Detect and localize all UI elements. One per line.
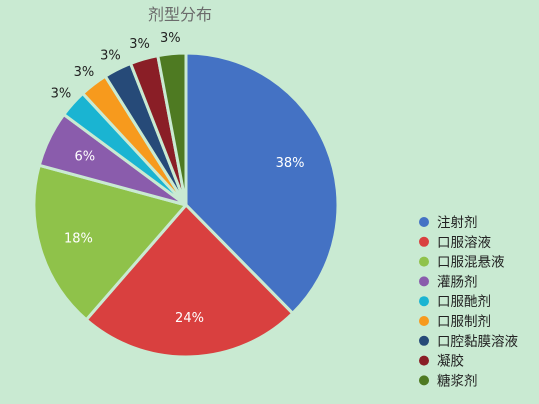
legend-marker-4 bbox=[419, 276, 429, 287]
legend-label-2: 口服溶液 bbox=[437, 235, 491, 251]
legend-marker-2 bbox=[419, 236, 429, 247]
legend-marker-5 bbox=[419, 296, 429, 307]
legend-label-1: 注射剂 bbox=[437, 215, 478, 231]
legend-marker-1 bbox=[419, 217, 429, 227]
legend-label-9: 糖浆剂 bbox=[437, 373, 478, 389]
data-label-9: 3% bbox=[160, 31, 181, 46]
legend-marker-7 bbox=[419, 335, 429, 346]
chart-title: 剂型分布 bbox=[148, 5, 212, 24]
pie-slices bbox=[32, 51, 340, 359]
data-labels: 38%24%18%6%3%3%3%3% 3% bbox=[51, 31, 305, 326]
data-label-4: 6% bbox=[74, 150, 95, 165]
data-label-2: 24% bbox=[175, 311, 204, 326]
data-label-3: 18% bbox=[64, 231, 93, 246]
legend-marker-8 bbox=[419, 355, 429, 366]
legend-label-6: 口服制剂 bbox=[437, 314, 491, 330]
pie-slice-2 bbox=[84, 203, 295, 359]
pie-slice-3 bbox=[32, 163, 188, 322]
data-label-7: 3% bbox=[100, 49, 121, 64]
legend-marker-9 bbox=[419, 375, 429, 386]
pie-slice-1 bbox=[184, 51, 340, 315]
legend-label-3: 口服混悬液 bbox=[437, 255, 505, 271]
data-label-8: 3% bbox=[129, 37, 150, 52]
legend-label-5: 口服酏剂 bbox=[437, 294, 491, 310]
legend-label-8: 凝胶 bbox=[437, 353, 464, 370]
legend-label-4: 灌肠剂 bbox=[437, 274, 478, 290]
data-label-5: 3% bbox=[51, 86, 72, 101]
legend-marker-3 bbox=[419, 256, 429, 267]
pie-slice-9 bbox=[156, 51, 188, 207]
legend-label-7: 口腔黏膜溶液 bbox=[437, 334, 518, 350]
legend-marker-6 bbox=[419, 316, 429, 326]
data-label-1: 38% bbox=[276, 156, 305, 171]
data-label-6: 3% bbox=[74, 65, 95, 80]
